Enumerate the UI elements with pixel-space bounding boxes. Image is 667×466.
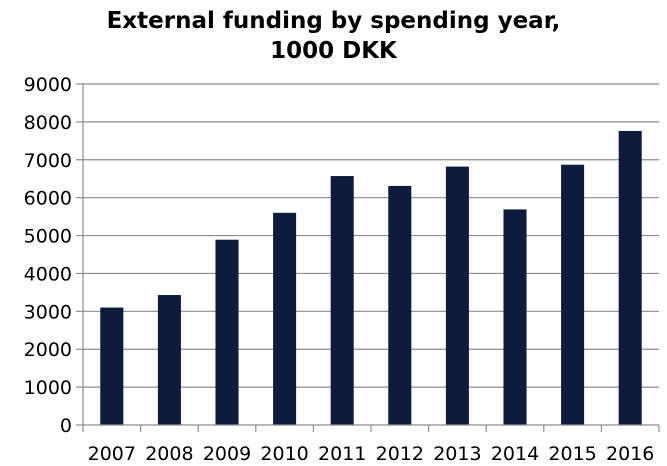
y-tick-labels: 0 1000 2000 3000 4000 5000 6000 7000 8000 9000 (24, 74, 72, 437)
bar-2013 (445, 166, 469, 425)
bar-2015 (561, 164, 585, 425)
x-tick-label: 2013 (433, 443, 481, 465)
y-tick-label: 1000 (24, 377, 72, 399)
x-tick-label: 2015 (548, 443, 596, 465)
y-tick-label: 4000 (24, 263, 72, 285)
bar-2011 (330, 176, 354, 425)
bar-2012 (388, 185, 412, 425)
x-tick-label: 2011 (318, 443, 366, 465)
y-tick-label: 0 (60, 415, 72, 437)
x-tick-label: 2008 (145, 443, 193, 465)
x-tick-labels: 2007 2008 2009 2010 2011 2012 2013 2014 2015 2016 (88, 443, 655, 465)
x-tick-label: 2016 (606, 443, 654, 465)
chart-title-line-2: 1000 DKK (270, 38, 397, 64)
bar-2008 (157, 295, 181, 425)
axes (76, 83, 660, 432)
bar-2009 (215, 239, 239, 425)
x-tick-label: 2014 (491, 443, 539, 465)
x-tick-label: 2007 (88, 443, 136, 465)
bars (100, 130, 642, 425)
bar-2007 (100, 307, 124, 425)
y-tick-label: 5000 (24, 226, 72, 248)
y-tick-label: 7000 (24, 150, 72, 172)
x-tick-label: 2009 (203, 443, 251, 465)
bar-2010 (273, 212, 297, 425)
y-tick-label: 9000 (24, 74, 72, 96)
y-tick-label: 6000 (24, 188, 72, 210)
y-tick-label: 8000 (24, 112, 72, 134)
bar-2014 (503, 209, 527, 425)
y-tick-label: 3000 (24, 301, 72, 323)
y-tick-label: 2000 (24, 339, 72, 361)
x-tick-label: 2012 (376, 443, 424, 465)
chart-title: External funding by spending year, 1000 … (0, 6, 667, 66)
x-tick-label: 2010 (260, 443, 308, 465)
bar-2016 (618, 130, 642, 425)
chart-title-line-1: External funding by spending year, (106, 8, 561, 34)
